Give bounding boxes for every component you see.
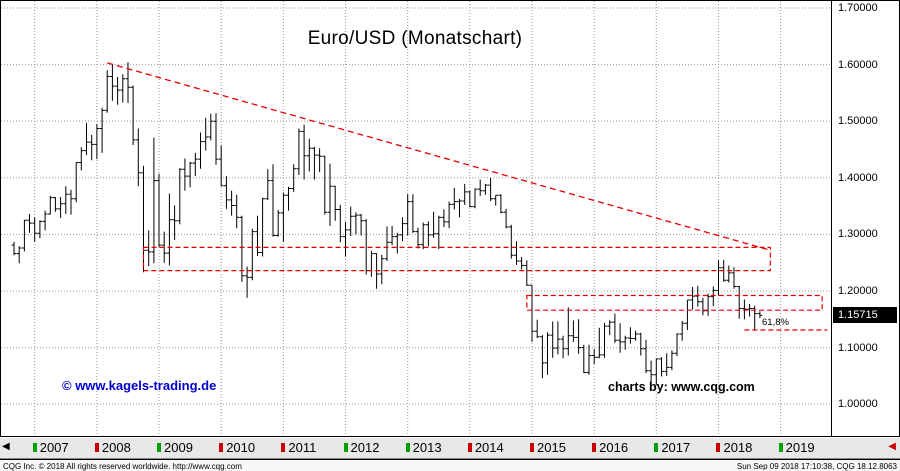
year-direction-tick [281,443,286,452]
year-direction-tick [654,443,659,452]
year-direction-tick [592,443,597,452]
year-label: 2007 [39,440,69,455]
price-chart-canvas[interactable] [0,0,900,438]
price-bars [11,62,763,385]
status-bar: CQG Inc. © 2018 All rights reserved worl… [0,459,900,471]
year-label: 2019 [785,440,815,455]
price-axis-label: 1.50000 [838,115,878,128]
last-price-label: 1.15715 [833,307,897,324]
price-axis-label: 1.10000 [838,341,878,354]
year-direction-tick [343,443,348,452]
year-direction-tick [530,443,534,452]
year-label: 2016 [599,440,629,455]
cqg-credit-text: charts by: www.cqg.com [608,380,755,394]
year-direction-tick [94,443,99,452]
chart-title: Euro/USD (Monatschart) [307,28,523,49]
year-label: 2018 [723,440,753,455]
year-label: 2013 [412,440,442,455]
year-direction-tick [219,443,224,452]
timestamp-text: Sun Sep 09 2018 17:10:38, CQG 18.12.8063 [736,461,897,471]
copyright-text: CQG Inc. © 2018 All rights reserved worl… [3,461,242,471]
year-label: 2008 [101,440,131,455]
price-axis-label: 1.00000 [838,398,878,411]
chart-area: Euro/USD (Monatschart) © www.kagels-trad… [0,0,900,438]
downtrend-line [107,62,771,251]
price-axis-label: 1.70000 [838,1,878,14]
support-zone [526,294,823,311]
price-axis-label: 1.60000 [838,58,878,71]
time-axis: ◀ 2007 2008 2009 2010 2011 2012 2013 2014 2015 20… [0,438,900,459]
year-label: 2010 [226,440,256,455]
year-direction-tick [778,443,783,452]
year-direction-tick [716,443,721,452]
plot-border [0,0,900,437]
year-label: 2014 [474,440,504,455]
year-label: 2015 [537,440,566,455]
year-label: 2012 [350,440,380,455]
year-direction-tick [32,443,37,452]
fib-618-label: 61,8% [762,317,789,329]
price-axis-label: 1.20000 [838,284,878,297]
year-label: 2011 [288,440,317,455]
year-label: 2009 [164,440,193,455]
price-axis-label: 1.40000 [838,171,878,184]
year-direction-tick [157,443,162,452]
year-direction-tick [467,443,472,452]
year-direction-tick [405,443,410,452]
scroll-right-button[interactable]: ◀ [888,441,896,452]
scroll-left-button[interactable]: ◀ [2,441,10,452]
year-label: 2017 [661,440,691,455]
kagels-trading-watermark: © www.kagels-trading.de [62,378,217,393]
support-zone [142,246,771,272]
price-axis-label: 1.30000 [838,228,878,241]
